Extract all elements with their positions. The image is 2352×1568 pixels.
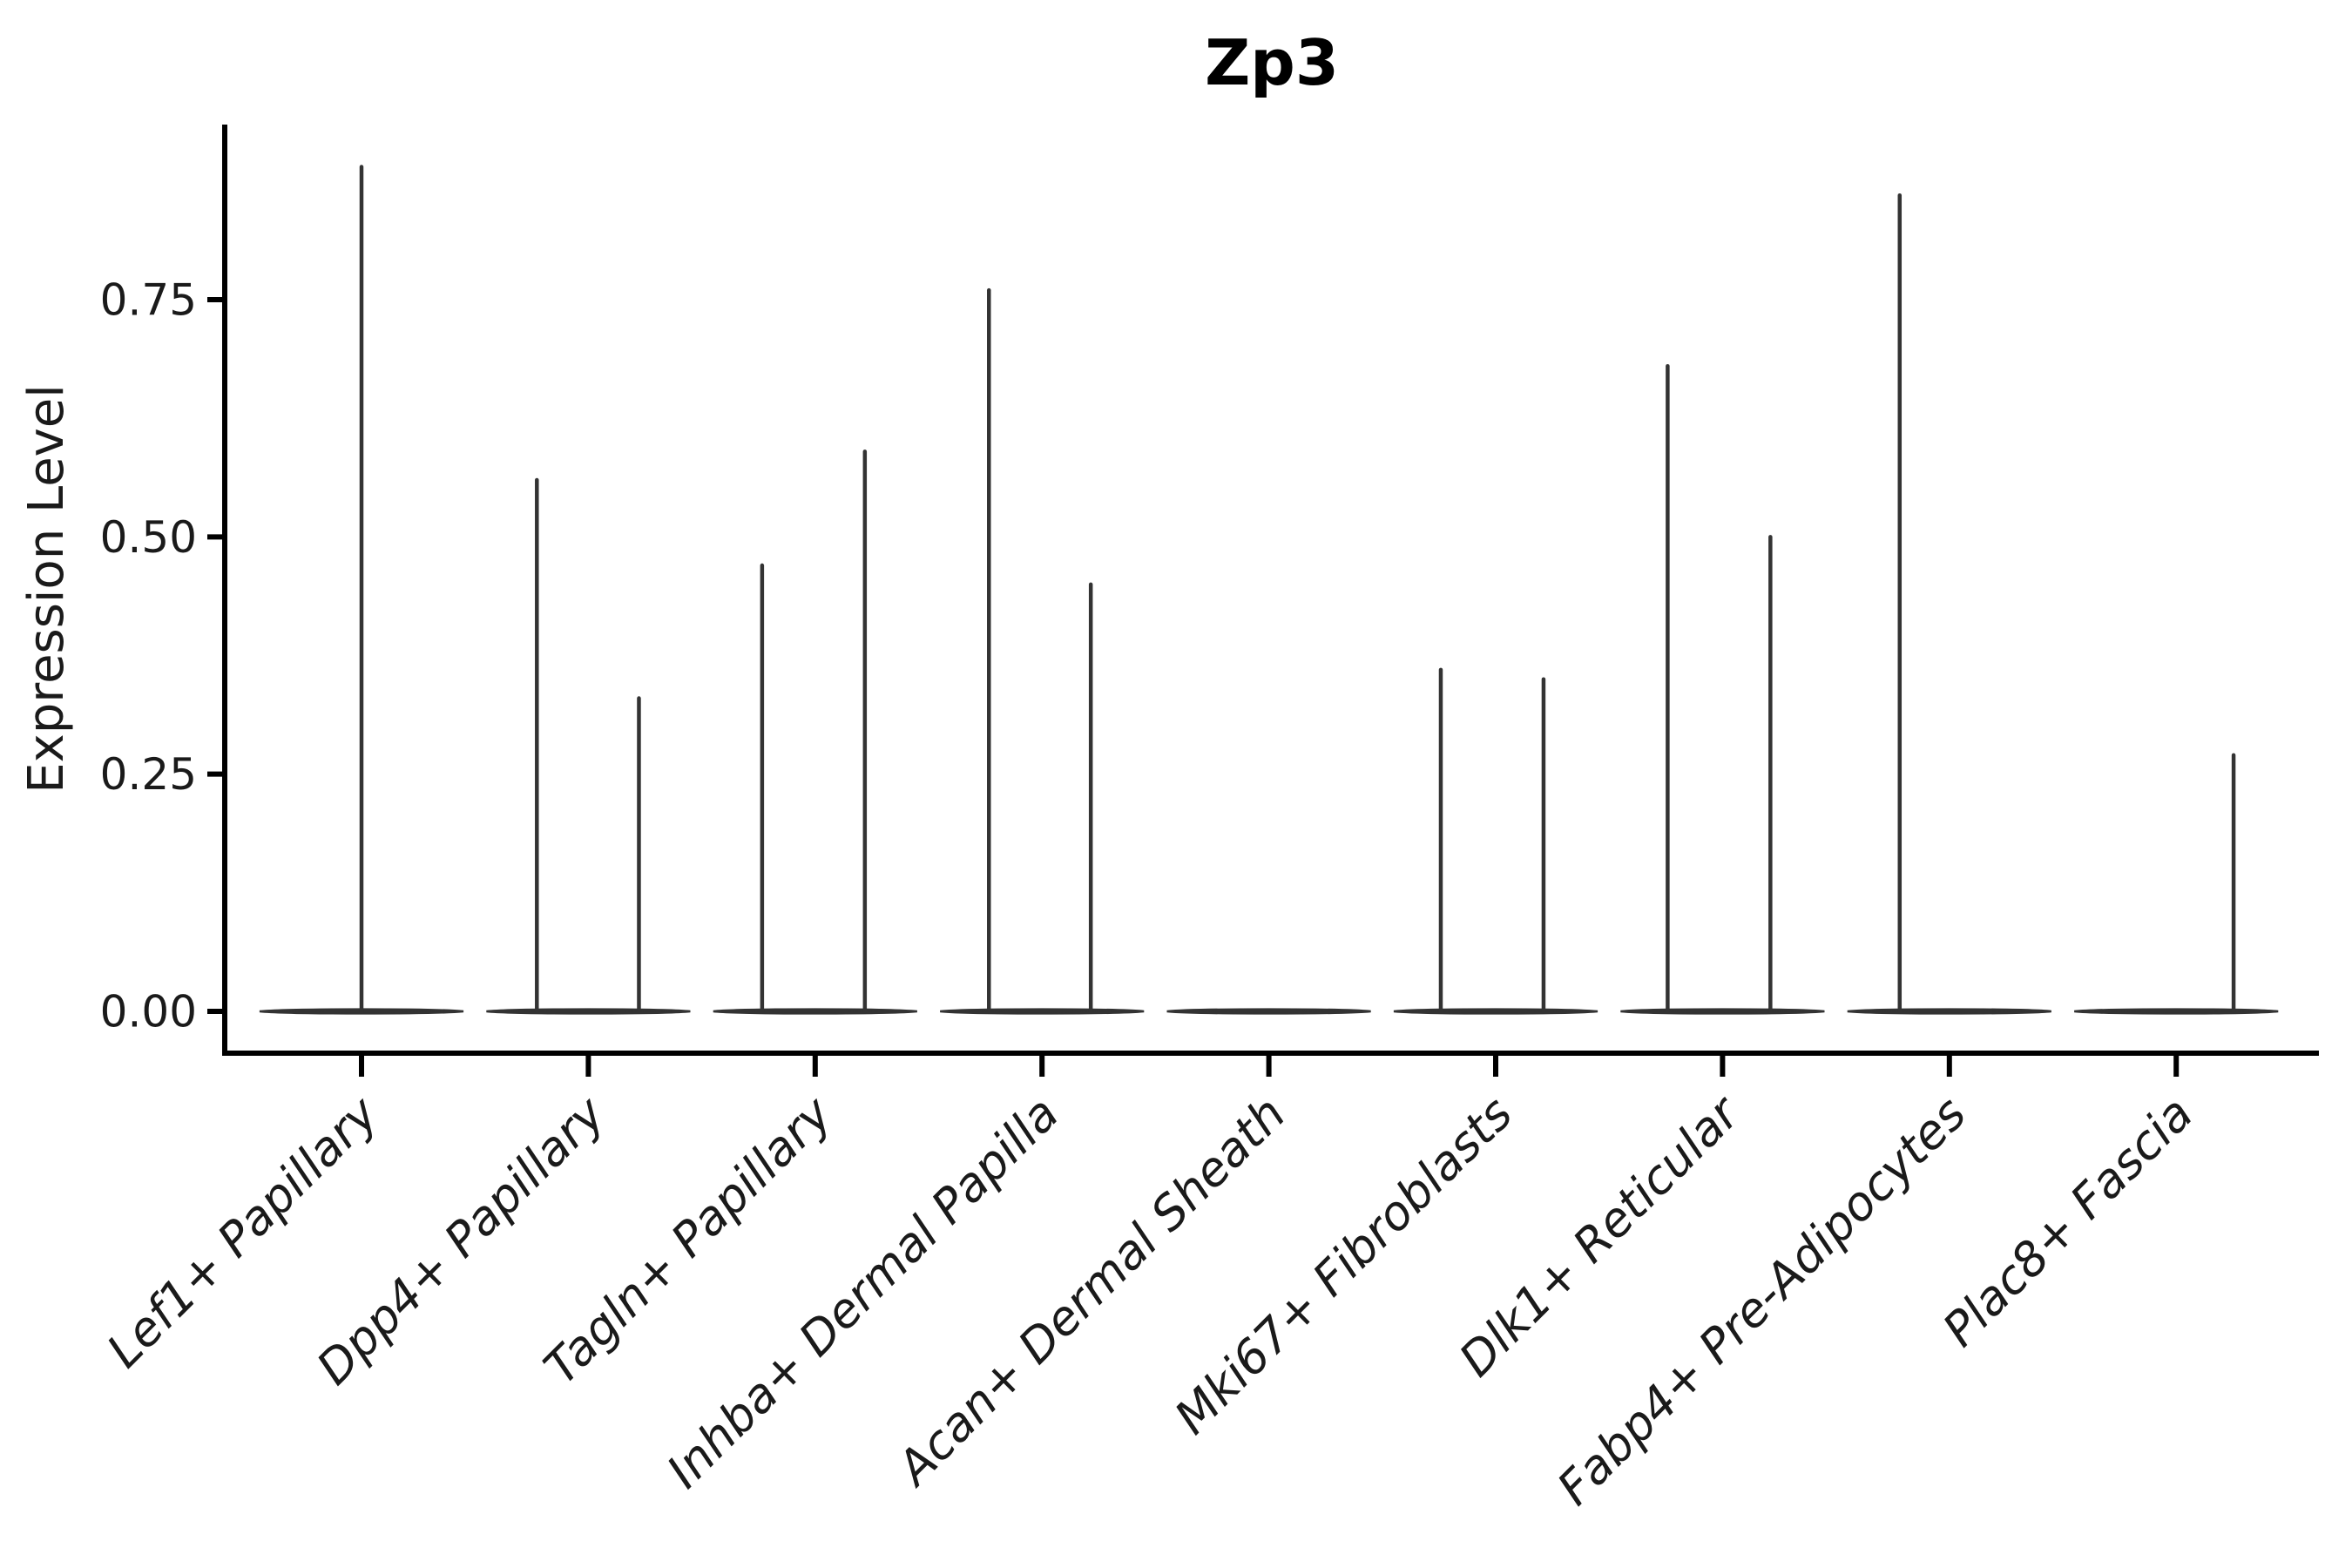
violin-baseline [1166, 1008, 1371, 1015]
y-tick-label: 0.25 [100, 749, 197, 800]
violin-baseline [2074, 1008, 2279, 1015]
x-tick-label: Fabp4+ Pre-Adipocytes [1547, 1086, 1977, 1516]
chart-title: Zp3 [1205, 26, 1339, 99]
violin-baseline [940, 1008, 1145, 1015]
violin-baseline [1393, 1008, 1598, 1015]
y-tick-label: 0.75 [100, 275, 197, 326]
y-axis-spine [222, 125, 227, 1056]
violin-baseline [1847, 1008, 2051, 1015]
violin-baseline [1620, 1008, 1825, 1015]
y-tick-label: 0.50 [100, 512, 197, 563]
y-axis-ticks-group: 0.00 0.25 0.50 0.75 [100, 275, 223, 1037]
violin-baseline [713, 1008, 917, 1015]
x-axis-spine [222, 1051, 2319, 1056]
x-tick-label: Inhba+ Dermal Papilla [657, 1086, 1070, 1499]
x-tick-label: Acan+ Dermal Sheath [885, 1086, 1296, 1497]
violin-series-group [259, 165, 2279, 1015]
y-tick-label: 0.00 [100, 987, 197, 1037]
y-axis-label: Expression Level [18, 384, 75, 794]
violin-baseline [486, 1008, 691, 1015]
